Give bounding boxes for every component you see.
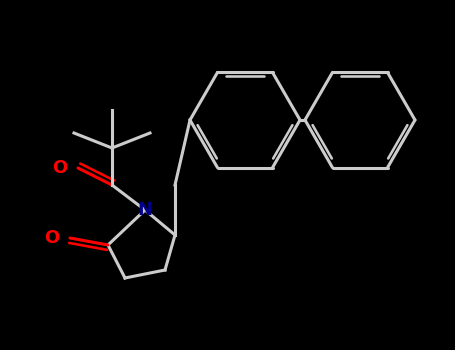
Text: N: N xyxy=(137,201,152,219)
Text: O: O xyxy=(52,159,68,177)
Text: O: O xyxy=(45,229,60,247)
